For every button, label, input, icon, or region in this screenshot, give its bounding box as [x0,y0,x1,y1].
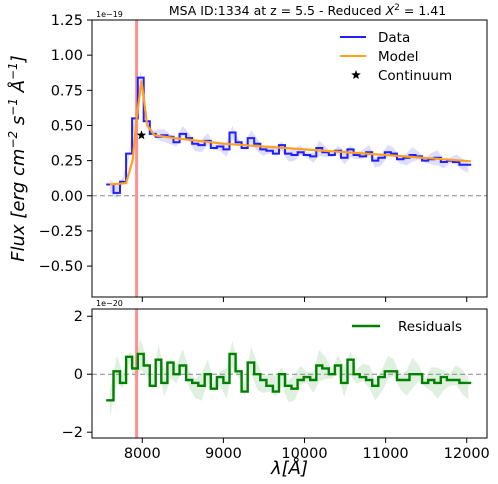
residuals-x-ticks: 8000 9000 10000 11000 12000 [124,438,490,462]
residuals-scale-label: 1e−20 [96,299,123,308]
residuals-series-steps [106,352,472,402]
flux-panel: −0.50 −0.25 0.00 0.25 0.50 0.75 1.00 1.25 1e−19… [6,3,488,302]
chart-title: MSA ID:1334 at z = 5.5 - Reduced X2 = 1.… [169,3,446,18]
y-tick-label: 1.25 [51,13,83,29]
y-tick-label: 0.75 [51,83,83,99]
legend-data-label: Data [378,30,410,46]
continuum-star [136,130,147,140]
x-tick-label: 12000 [444,446,490,462]
legend-continuum-swatch [351,70,361,79]
residuals-band-shape [109,338,469,417]
x-tick-label: 8000 [124,446,161,462]
x-tick-label: 9000 [205,446,242,462]
y-tick-label: −2 [62,425,83,441]
y-tick-label: 0.25 [51,154,83,170]
model-series-line [109,80,471,186]
flux-x-ticks [141,297,468,302]
wavelength-axis-label: λ[Å] [270,457,308,479]
residuals-panel: −202 8000 9000 10000 11000 12000 1e−20 λ[Å] … [62,299,490,479]
data-series-steps [106,76,472,194]
residuals-legend: Residuals [352,319,462,335]
residuals-axes-frame [91,308,488,439]
continuum-marker [136,130,147,140]
y-tick-label: 1.00 [51,48,83,64]
legend-star-shape [351,70,361,79]
y-tick-label: −0.50 [39,259,83,275]
y-tick-label: 2 [74,309,83,325]
x-tick-label: 10000 [281,446,327,462]
y-tick-label: 0.50 [51,118,83,134]
legend-continuum-label: Continuum [378,68,452,84]
x-tick-label: 11000 [363,446,409,462]
flux-scale-label: 1e−19 [96,10,123,19]
legend-model-label: Model [378,49,419,65]
y-tick-label: −0.25 [39,224,83,240]
residuals-uncertainty-band [109,338,469,417]
flux-y-ticks: −0.50 −0.25 0.00 0.25 0.50 0.75 1.00 1.25 [39,13,92,275]
flux-y-axis-label: Flux [erg cm−2 s−1 Å−1] [6,55,29,262]
y-tick-label: 0.00 [51,189,83,205]
flux-axes-frame [91,19,488,298]
flux-legend: Data Model Continuum [340,30,452,84]
residuals-y-ticks: −2 0 2 [62,309,92,441]
legend-residuals-label: Residuals [398,319,462,335]
y-tick-label: 0 [74,367,83,383]
